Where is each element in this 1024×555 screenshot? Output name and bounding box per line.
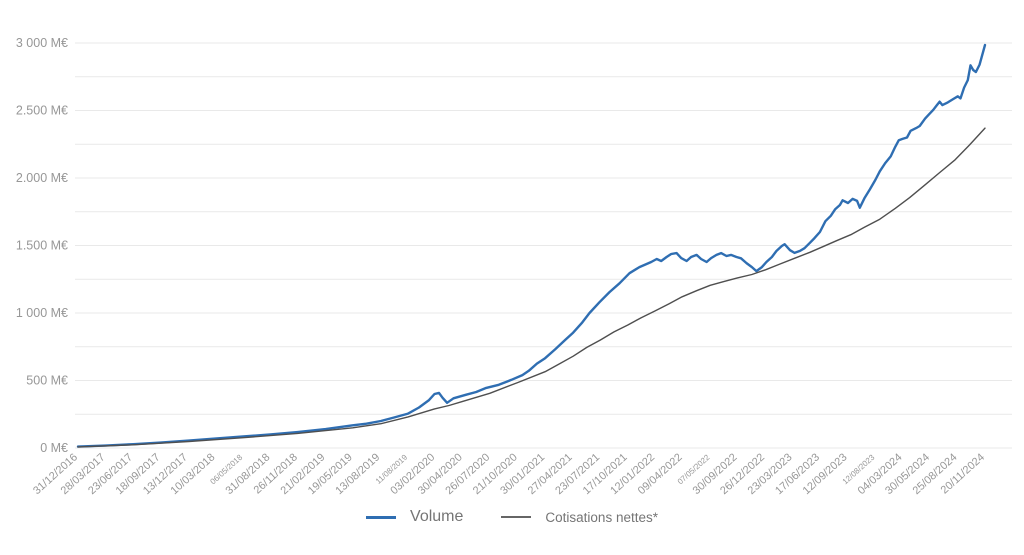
- legend-label-volume: Volume: [410, 508, 464, 525]
- y-axis-labels: 3 000 M€ 2.500 M€ 2.000 M€ 1.500 M€ 1 000 M€…: [16, 36, 68, 455]
- data-series: [76, 43, 987, 448]
- volume-line-swatch: [366, 515, 397, 519]
- legend-label-cotisations: Cotisations nettes*: [545, 509, 658, 525]
- y-tick-label: 2.000 M€: [16, 171, 68, 185]
- gridlines: [75, 42, 1012, 449]
- legend-item-volume[interactable]: Volume: [366, 508, 463, 526]
- y-tick-label: 1 000 M€: [16, 306, 68, 320]
- y-tick-label: 2.500 M€: [16, 104, 68, 118]
- legend-item-cotisations[interactable]: Cotisations nettes*: [501, 510, 658, 525]
- x-axis-labels: 31/12/201628/03/201723/06/201718/09/2017…: [31, 451, 987, 497]
- series-line-cotisations: [77, 127, 986, 448]
- cotisations-line-swatch: [501, 516, 532, 518]
- y-tick-label: 3 000 M€: [16, 36, 68, 50]
- y-tick-label: 500 M€: [26, 374, 68, 388]
- y-tick-label: 0 M€: [40, 441, 68, 455]
- chart-legend: Volume Cotisations nettes*: [0, 508, 1024, 526]
- series-line-volume: [76, 43, 987, 448]
- y-tick-label: 1.500 M€: [16, 239, 68, 253]
